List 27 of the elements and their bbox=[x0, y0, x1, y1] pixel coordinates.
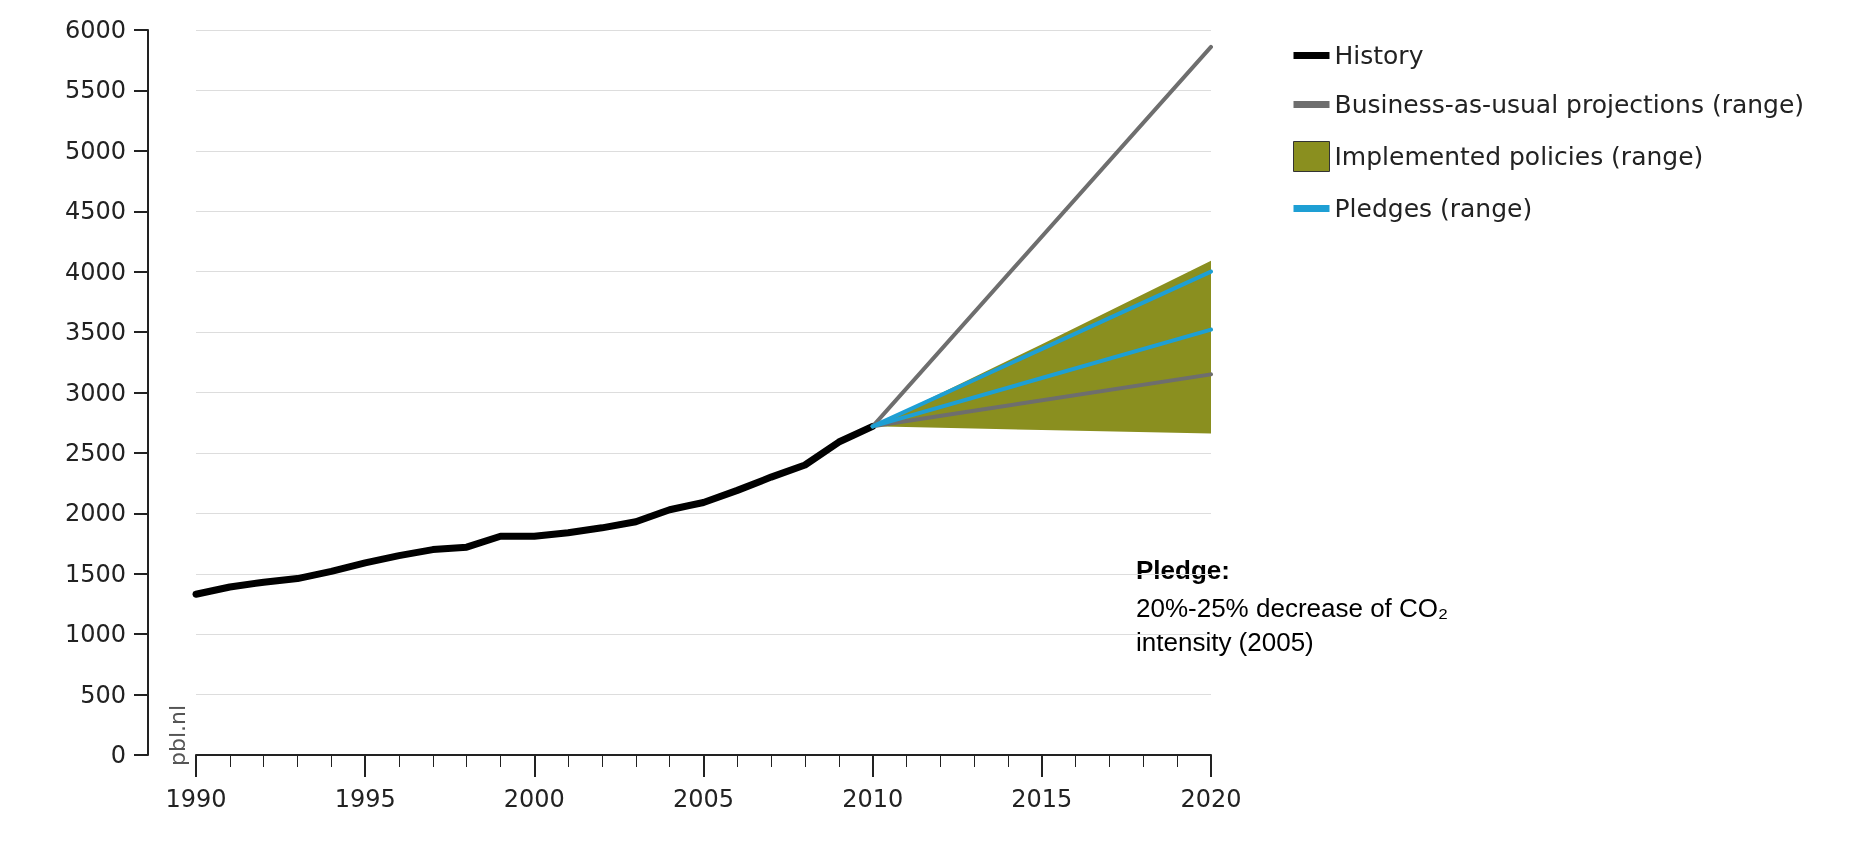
x-tick-label: 2005 bbox=[672, 785, 735, 813]
y-tick-label: 2000 bbox=[64, 499, 126, 528]
legend-label: Business-as-usual projections (range) bbox=[1334, 90, 1805, 119]
legend-label: History bbox=[1334, 41, 1424, 70]
legend-label: Implemented policies (range) bbox=[1334, 142, 1704, 171]
x-tick-label: 2020 bbox=[1180, 785, 1242, 813]
y-tick-label: 3000 bbox=[64, 378, 126, 407]
y-tick-label: 1500 bbox=[64, 559, 126, 588]
x-tick-label: 1995 bbox=[334, 785, 396, 813]
y-tick-label: 5000 bbox=[64, 136, 126, 165]
legend-label: Pledges (range) bbox=[1334, 194, 1533, 223]
y-tick-label: 6000 bbox=[64, 16, 126, 44]
y-tick-label: 500 bbox=[80, 680, 126, 709]
x-tick-label: 1990 bbox=[165, 785, 227, 813]
x-tick-label: 2015 bbox=[1011, 785, 1073, 813]
x-tick-label: 2000 bbox=[503, 785, 565, 813]
y-tick-label: 1000 bbox=[64, 620, 126, 649]
y-tick-label: 4500 bbox=[64, 197, 126, 226]
y-tick-label: 5500 bbox=[64, 76, 126, 105]
x-tick-label: 2010 bbox=[842, 785, 904, 813]
annotation: 20%-25% decrease of CO₂ intensity (2005) bbox=[1136, 593, 1456, 657]
y-tick-label: 0 bbox=[110, 741, 126, 769]
annotation: Pledge: bbox=[1136, 555, 1230, 585]
y-tick-label: 2500 bbox=[64, 438, 126, 467]
y-tick-label: 3500 bbox=[64, 318, 126, 347]
y-tick-label: 4000 bbox=[64, 257, 126, 286]
text: pbl.nl bbox=[164, 704, 190, 766]
